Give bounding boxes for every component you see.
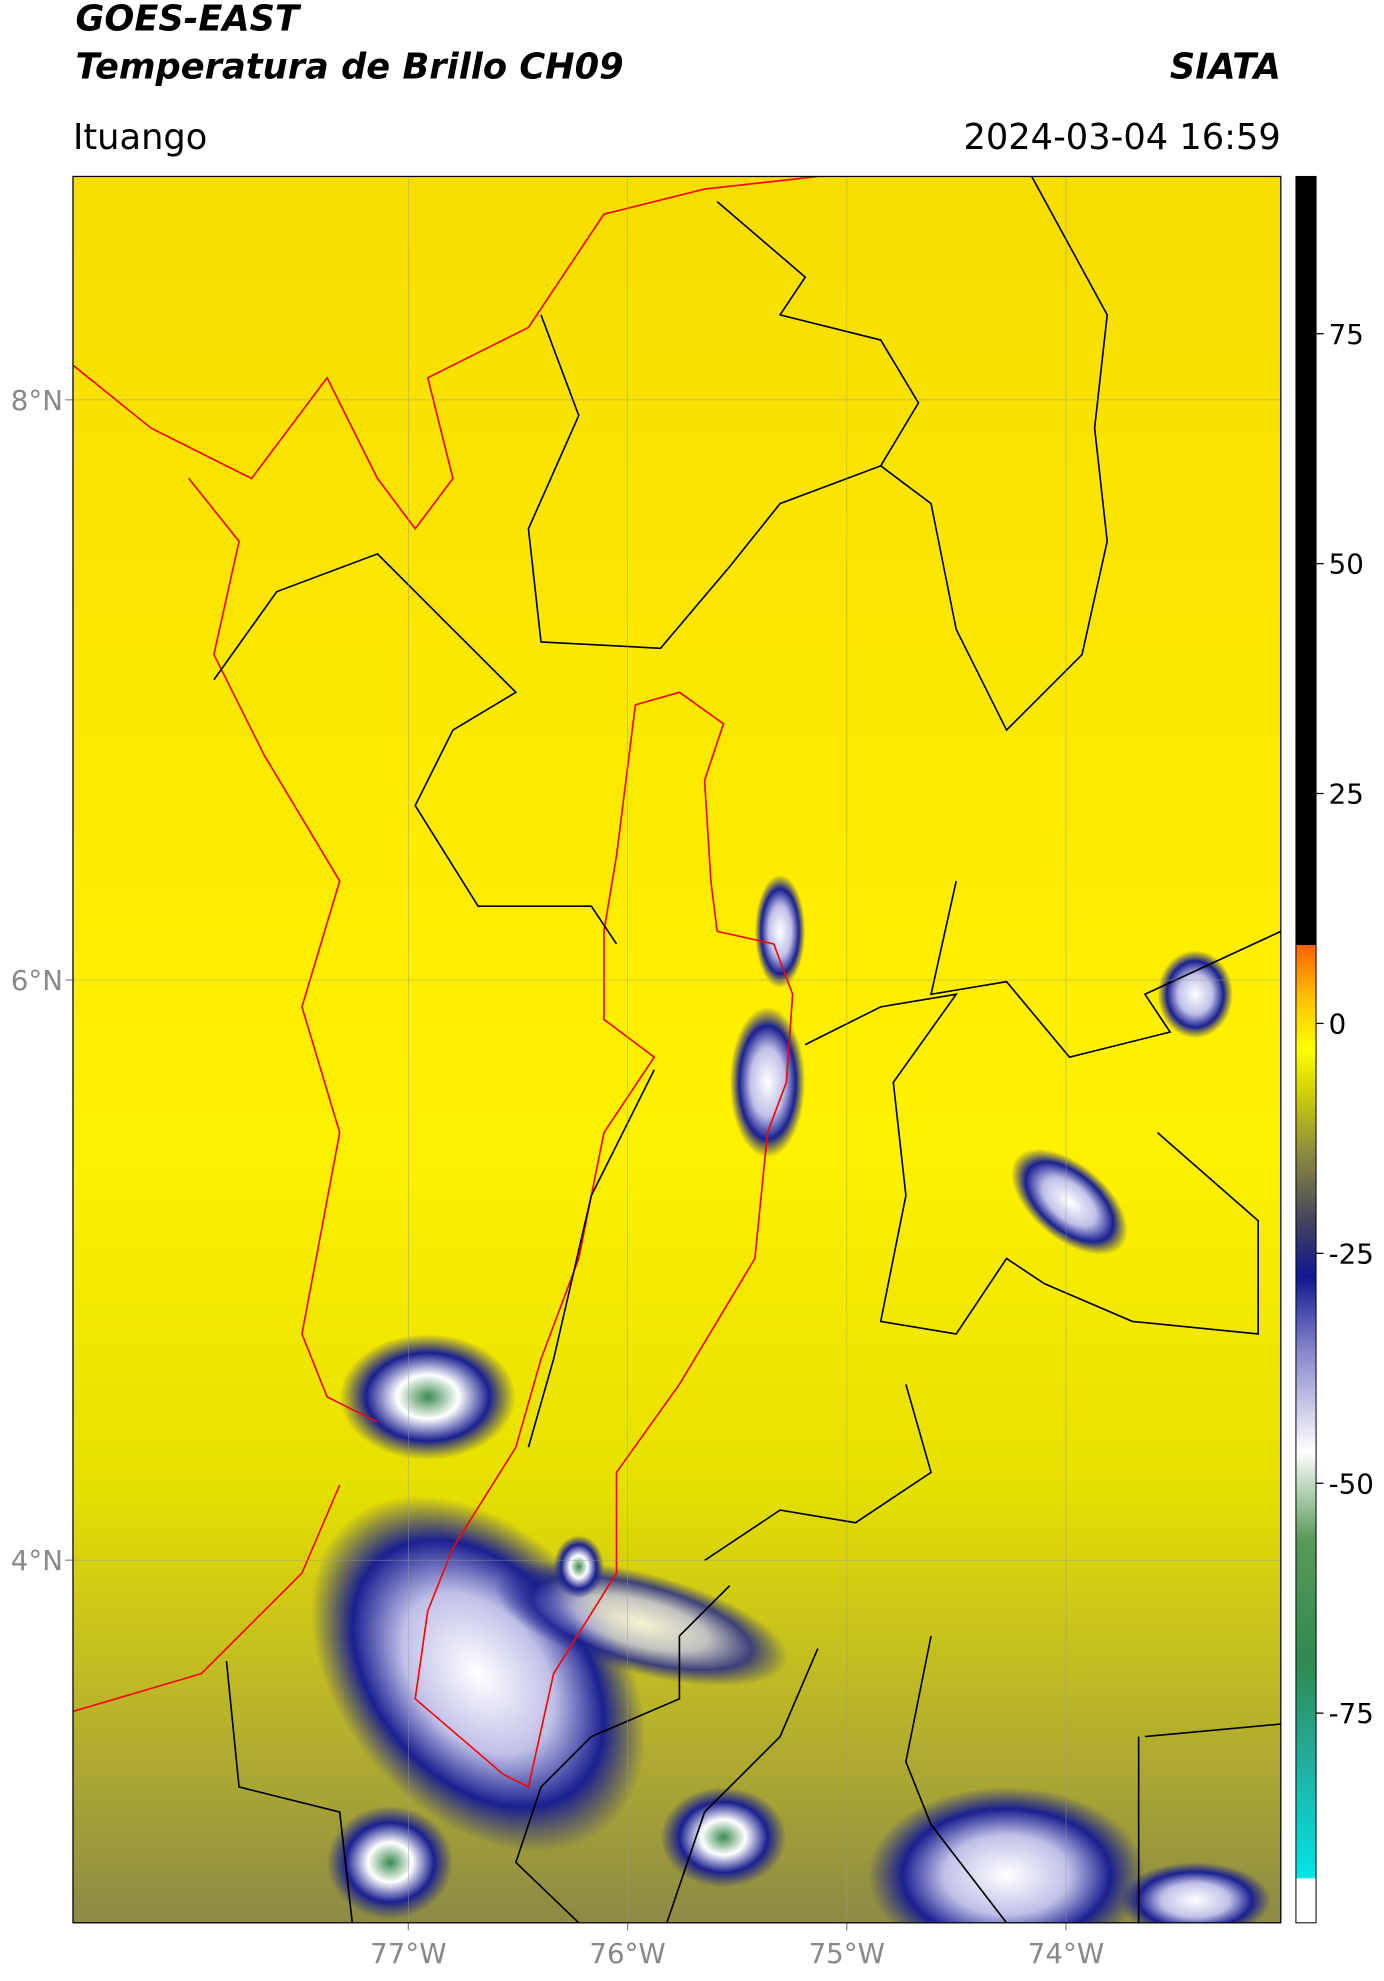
colorbar-tick-label: -75: [1329, 1697, 1374, 1730]
y-tick-label: 8°N: [11, 384, 63, 417]
datetime: 2024-03-04 16:59: [963, 117, 1280, 158]
x-tick-label: 76°W: [589, 1937, 665, 1970]
colorbar: [1295, 175, 1317, 1924]
subtitle: Temperatura de Brillo CH09: [75, 46, 623, 87]
cloud: [1011, 1148, 1128, 1255]
y-tick-label: 6°N: [11, 964, 63, 997]
y-tick-label: 4°N: [11, 1544, 63, 1577]
cloud: [660, 1786, 787, 1888]
watershed: [414, 691, 794, 1789]
map-area: [72, 176, 1281, 1923]
x-tick-label: 75°W: [809, 1937, 885, 1970]
graticule: 77°W 76°W 75°W 74°W 8°N 6°N 4°N: [11, 176, 1281, 1970]
source: SIATA: [1170, 46, 1281, 87]
cloud: [754, 874, 806, 988]
cloud: [729, 1006, 806, 1158]
cloud: [1157, 950, 1234, 1039]
cloud: [327, 1805, 453, 1920]
cloud: [1119, 1862, 1271, 1923]
colorbar-tick-label: 75: [1329, 318, 1364, 351]
title: GOES-EAST: [75, 0, 302, 40]
cloud: [553, 1535, 604, 1599]
colorbar-tick-label: 25: [1329, 778, 1364, 811]
location: Ituango: [73, 117, 207, 158]
x-tick-label: 74°W: [1028, 1937, 1104, 1970]
colorbar-tick-label: 0: [1329, 1007, 1347, 1040]
colorbar-tick-label: 50: [1329, 548, 1364, 581]
cloud: [339, 1333, 516, 1460]
boundaries: [213, 176, 1281, 1923]
colorbar-tick-label: -25: [1329, 1237, 1374, 1270]
cloud: [868, 1786, 1145, 1923]
coastline: [72, 176, 818, 1713]
colorbar-tick-label: -50: [1329, 1467, 1374, 1500]
colorbar-ticks: 75 50 25 0 -25 -50 -75: [1316, 318, 1374, 1730]
x-tick-label: 77°W: [370, 1937, 446, 1970]
map-frame: [72, 175, 1282, 1924]
